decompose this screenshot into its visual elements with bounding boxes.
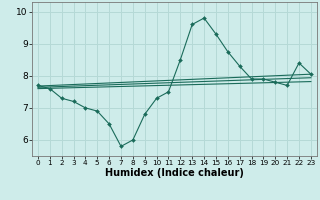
X-axis label: Humidex (Indice chaleur): Humidex (Indice chaleur) bbox=[105, 168, 244, 178]
